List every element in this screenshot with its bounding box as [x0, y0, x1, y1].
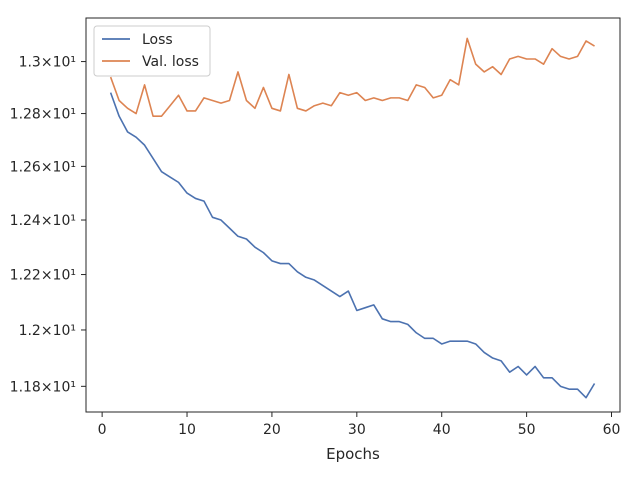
y-tick-label: 1.26×10¹	[10, 159, 76, 175]
y-tick-label: 1.22×10¹	[10, 268, 76, 284]
plot-area	[85, 17, 621, 413]
x-axis: 0 10 20 30 40 50 60	[98, 412, 621, 438]
legend-label-loss: Loss	[142, 32, 173, 48]
series-line-loss	[109, 92, 596, 399]
y-tick-label: 1.28×10¹	[10, 107, 76, 123]
y-tick-label: 1.3×10¹	[19, 55, 76, 71]
series-layer	[109, 37, 596, 399]
series-line-val-loss	[109, 37, 595, 117]
x-tick-label: 60	[603, 422, 621, 438]
legend-label-val-loss: Val. loss	[142, 54, 199, 70]
legend: Loss Val. loss	[93, 25, 211, 77]
y-axis: 1.18×10¹ 1.2×10¹ 1.22×10¹ 1.24×10¹ 1.26×10¹ 1…	[10, 55, 86, 395]
x-tick-label: 20	[263, 422, 281, 438]
x-tick-label: 0	[98, 422, 107, 438]
x-tick-label: 50	[518, 422, 536, 438]
y-tick-label: 1.2×10¹	[19, 323, 76, 339]
x-axis-title: Epochs	[326, 445, 380, 463]
x-tick-label: 40	[433, 422, 451, 438]
y-tick-label: 1.18×10¹	[10, 379, 76, 395]
x-tick-label: 10	[178, 422, 196, 438]
x-tick-label: 30	[348, 422, 366, 438]
y-tick-label: 1.24×10¹	[10, 213, 76, 229]
